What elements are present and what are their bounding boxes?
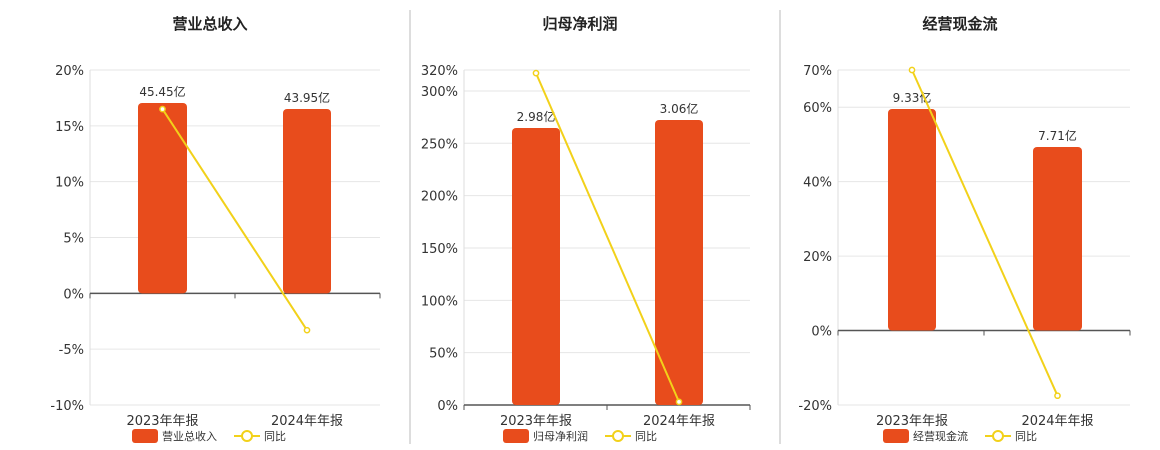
bar-2	[1033, 147, 1082, 331]
bar-2	[655, 120, 703, 405]
bar-1	[138, 103, 187, 294]
yoy-point	[675, 398, 683, 406]
y-tick-label: 40%	[803, 176, 832, 191]
legend-bar-swatch	[503, 429, 529, 443]
legend-bar-swatch	[132, 429, 158, 443]
y-tick-label: -10%	[50, 399, 84, 414]
bar-1	[512, 128, 560, 405]
legend-line-label: 同比	[1015, 430, 1037, 443]
y-tick-label: 60%	[803, 101, 832, 116]
y-tick-label: 100%	[421, 294, 458, 309]
y-tick-label: 20%	[55, 64, 84, 79]
bar-1	[888, 109, 936, 331]
legend-bar-swatch	[883, 429, 909, 443]
y-tick-label: 10%	[55, 176, 84, 191]
y-tick-label: 15%	[55, 120, 84, 135]
chart-title: 经营现金流	[922, 15, 997, 33]
y-tick-label: -5%	[59, 343, 84, 358]
yoy-line	[161, 108, 308, 331]
x-category-label: 2023年年报	[500, 414, 572, 429]
x-category-label: 2024年年报	[643, 414, 715, 429]
yoy-point	[303, 326, 311, 334]
yoy-line	[535, 72, 680, 403]
yoy-line	[911, 69, 1059, 397]
x-category-label: 2023年年报	[876, 414, 948, 429]
x-category-label: 2024年年报	[1021, 414, 1093, 429]
legend-line-marker	[992, 430, 1004, 442]
bar-value-label: 7.71亿	[1038, 128, 1077, 143]
x-category-label: 2023年年报	[126, 414, 198, 429]
chart-1: 营业总收入 -10% -5% 0% 5% 10% 15% 20% 45.45亿 43.95亿 202…	[50, 15, 381, 443]
legend-line-label: 同比	[635, 430, 657, 443]
bar-value-label: 45.45亿	[139, 84, 185, 99]
y-tick-label: 0%	[811, 325, 832, 340]
chart-title: 营业总收入	[172, 15, 247, 33]
legend-bar-label: 归母净利润	[533, 429, 588, 443]
bar-value-label: 3.06亿	[660, 101, 699, 116]
yoy-point	[532, 69, 540, 77]
y-tick-label: -20%	[798, 399, 832, 414]
y-tick-label: 5%	[63, 232, 84, 247]
y-tick-label: 300%	[421, 85, 458, 100]
y-tick-label: 320%	[421, 64, 458, 79]
x-category-label: 2024年年报	[271, 414, 343, 429]
legend-line-label: 同比	[264, 430, 286, 443]
legend-line-marker	[612, 430, 624, 442]
yoy-point	[159, 105, 166, 113]
y-tick-label: 0%	[437, 399, 458, 414]
y-tick-label: 0%	[63, 287, 84, 302]
legend-bar-label: 营业总收入	[162, 429, 217, 443]
legend-line-marker	[241, 430, 253, 442]
legend-bar-label: 经营现金流	[913, 429, 968, 443]
chart-2: 归母净利润 0% 50% 100% 150% 200% 250% 300% 320% 2.98亿 3…	[421, 15, 751, 443]
y-tick-label: 70%	[803, 64, 832, 79]
y-tick-label: 20%	[803, 250, 832, 265]
bar-value-label: 43.95亿	[284, 90, 330, 105]
y-tick-label: 150%	[421, 242, 458, 257]
bar-value-label: 2.98亿	[517, 109, 556, 124]
y-tick-label: 50%	[429, 347, 458, 362]
yoy-point	[1054, 392, 1061, 400]
chart-3: 经营现金流-20%0%20%40%60%70%9.33亿7.71亿2023年年报…	[798, 15, 1131, 443]
bar-2	[283, 109, 331, 294]
chart-title: 归母净利润	[542, 15, 617, 33]
y-tick-label: 250%	[421, 137, 458, 152]
y-tick-label: 200%	[421, 190, 458, 205]
yoy-point	[908, 66, 916, 74]
